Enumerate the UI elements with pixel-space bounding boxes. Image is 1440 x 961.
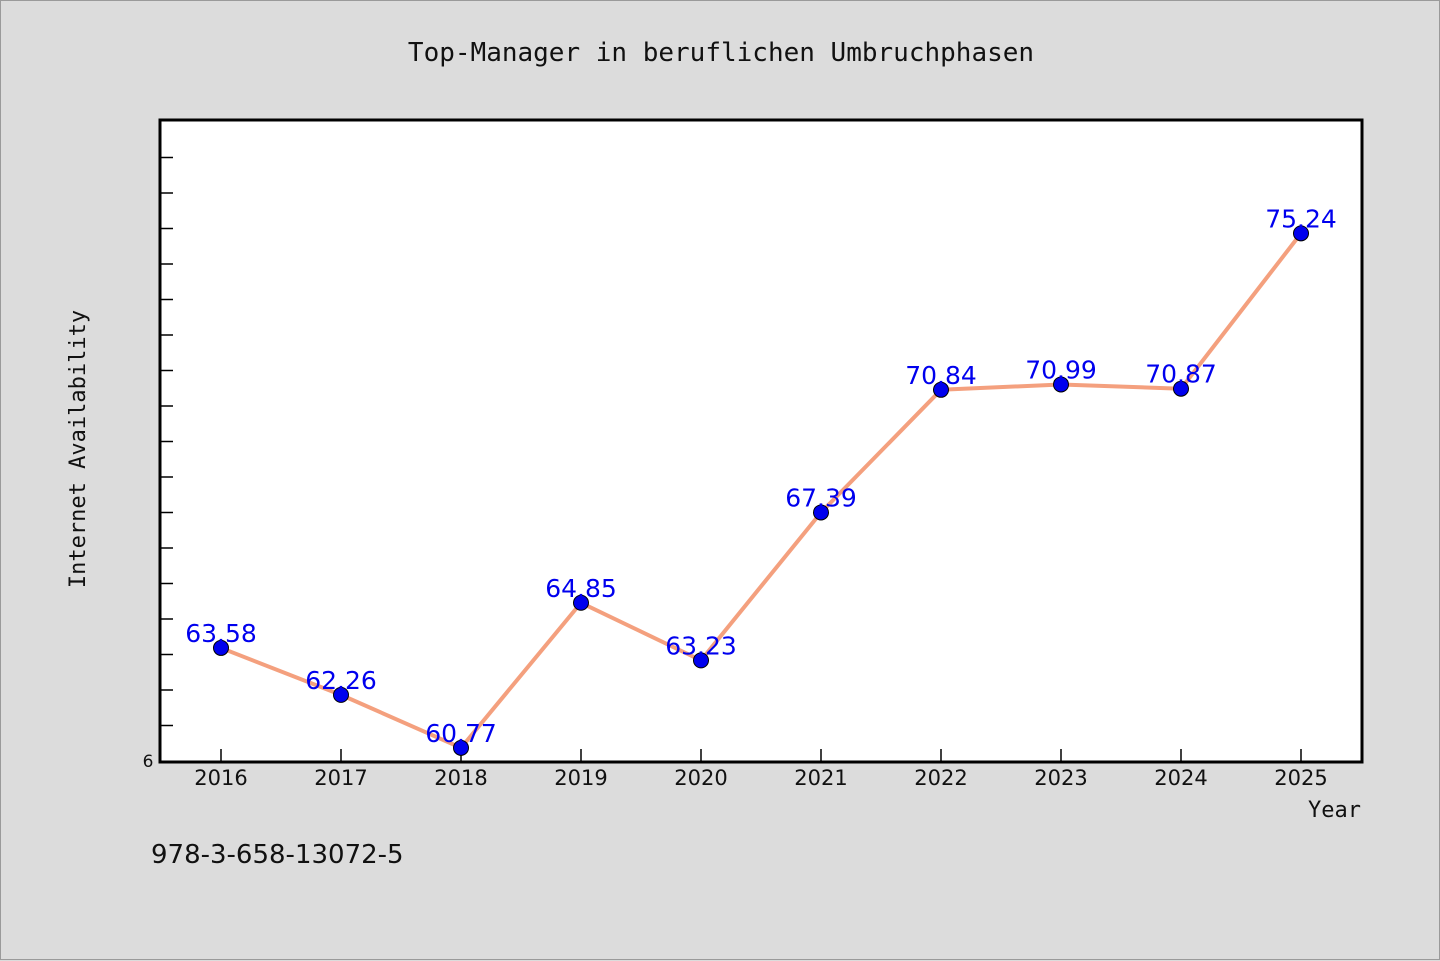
x-tick-label: 2023 xyxy=(1034,766,1087,790)
y-tick-label: 6 xyxy=(143,752,154,772)
data-label: 63.23 xyxy=(665,631,737,660)
data-label: 70.84 xyxy=(905,361,977,390)
data-label: 70.87 xyxy=(1145,360,1217,389)
chart-title: Top-Manager in beruflichen Umbruchphasen xyxy=(408,38,1034,68)
data-label: 70.99 xyxy=(1025,355,1097,384)
data-point xyxy=(453,739,469,756)
x-tick-label: 2021 xyxy=(794,766,847,790)
data-label: 64.85 xyxy=(545,574,617,603)
data-point xyxy=(1173,380,1189,397)
data-label: 75.24 xyxy=(1265,204,1337,233)
data-point xyxy=(573,594,589,611)
x-tick-label: 2016 xyxy=(194,766,247,790)
data-point xyxy=(813,504,829,521)
x-tick-label: 2017 xyxy=(314,766,367,790)
data-labels-group: 63.58 62.26 60.77 64.85 63.23 67.39 70.84 70.99… xyxy=(185,204,1337,747)
y-axis-label: Internet Availability xyxy=(66,310,91,588)
x-tick-label: 2025 xyxy=(1274,766,1327,790)
footnote: 978-3-658-13072-5 xyxy=(151,840,404,870)
data-point xyxy=(933,381,949,398)
series-group xyxy=(213,225,1309,756)
data-point xyxy=(1053,376,1069,393)
x-tick-label: 2020 xyxy=(674,766,727,790)
x-tick-label: 2019 xyxy=(554,766,607,790)
series-line xyxy=(220,232,1303,750)
data-label: 62.26 xyxy=(305,666,377,695)
data-point xyxy=(333,686,349,703)
data-label: 60.77 xyxy=(425,719,497,748)
y-axis-ticks xyxy=(161,156,173,727)
x-tick-label: 2024 xyxy=(1154,766,1207,790)
data-point xyxy=(213,639,229,656)
x-axis-label: Year xyxy=(1308,798,1361,823)
data-label: 63.58 xyxy=(185,619,257,648)
data-point xyxy=(1293,225,1309,242)
plot-area xyxy=(158,118,1364,764)
data-label: 67.39 xyxy=(785,483,857,512)
x-axis-ticks: 2016 2017 2018 2019 2020 2021 2022 2023 2024 2025 xyxy=(194,749,1328,790)
x-tick-label: 2022 xyxy=(914,766,967,790)
x-tick-label: 2018 xyxy=(434,766,487,790)
data-point xyxy=(693,652,709,669)
